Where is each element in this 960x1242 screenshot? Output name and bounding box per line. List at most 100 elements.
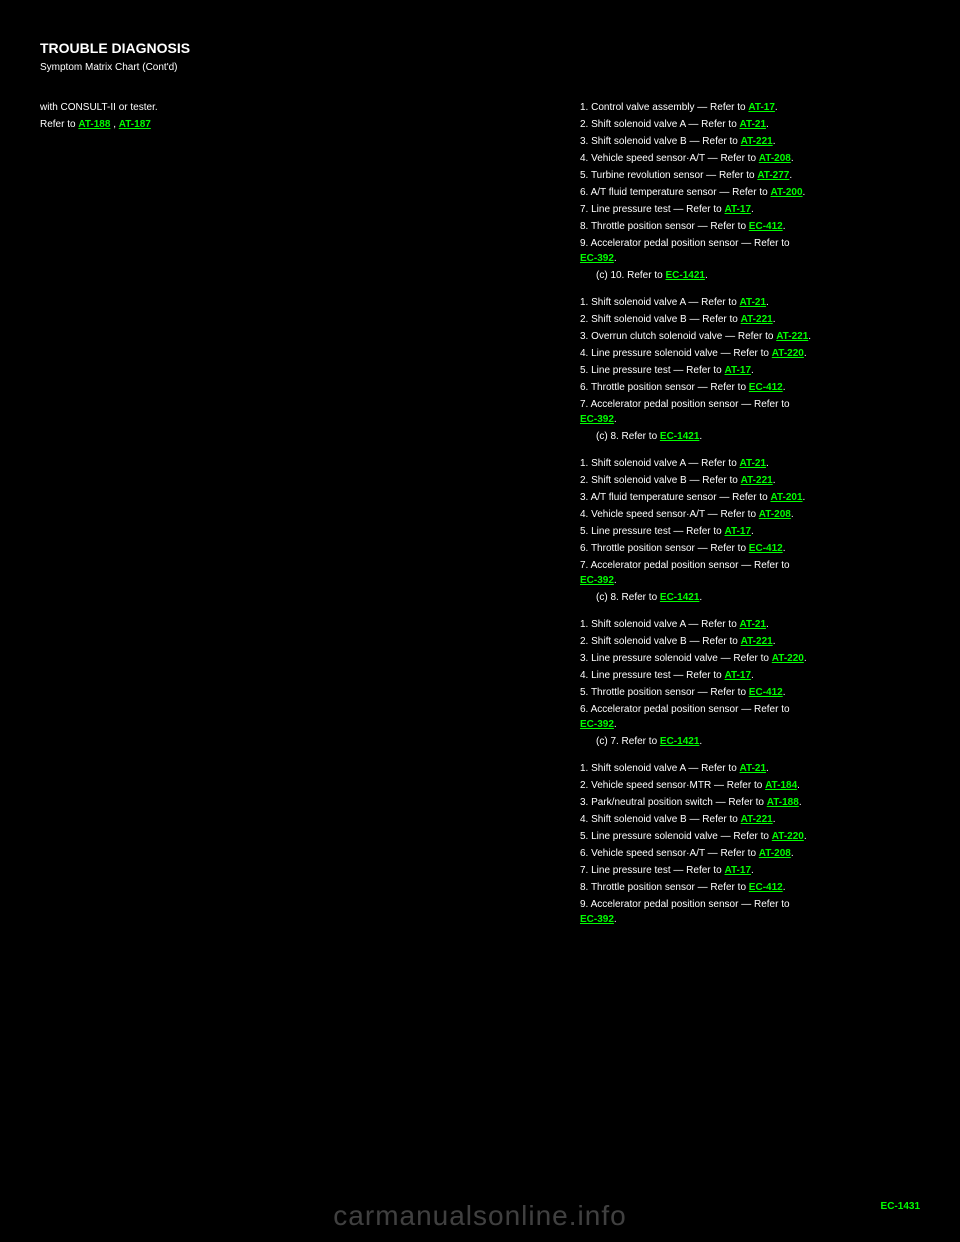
index-row: 3. Shift solenoid valve B — Refer to AT-… bbox=[580, 134, 900, 149]
reference-link[interactable]: AT-201 bbox=[770, 492, 802, 503]
reference-link[interactable]: EC-412 bbox=[749, 382, 783, 393]
reference-link[interactable]: AT-188 bbox=[767, 797, 799, 808]
page-container: TROUBLE DIAGNOSIS Symptom Matrix Chart (… bbox=[0, 0, 960, 1242]
reference-link[interactable]: AT-21 bbox=[740, 458, 767, 469]
reference-link[interactable]: AT-277 bbox=[757, 170, 789, 181]
reference-link[interactable]: AT-208 bbox=[759, 153, 791, 164]
index-text: 3. Shift solenoid valve B — Refer to bbox=[580, 136, 741, 147]
index-text: 4. Line pressure solenoid valve — Refer … bbox=[580, 348, 772, 359]
index-text: 4. Shift solenoid valve B — Refer to bbox=[580, 814, 741, 825]
reference-link[interactable]: AT-200 bbox=[770, 187, 802, 198]
reference-link[interactable]: AT-21 bbox=[740, 119, 767, 130]
reference-link[interactable]: EC-392 bbox=[580, 575, 614, 586]
index-text: 6. Vehicle speed sensor·A/T — Refer to bbox=[580, 848, 759, 859]
reference-link[interactable]: AT-221 bbox=[741, 136, 773, 147]
index-text: 1. Shift solenoid valve A — Refer to bbox=[580, 619, 740, 630]
index-row: 8. Throttle position sensor — Refer to E… bbox=[580, 880, 900, 895]
index-suffix: . bbox=[797, 780, 800, 791]
index-suffix: . bbox=[775, 102, 778, 113]
index-text: 7. Accelerator pedal position sensor — R… bbox=[580, 560, 790, 571]
reference-link[interactable]: AT-21 bbox=[740, 763, 767, 774]
left-link-1[interactable]: AT-188 bbox=[78, 119, 110, 130]
reference-link[interactable]: AT-220 bbox=[772, 348, 804, 359]
reference-link[interactable]: EC-392 bbox=[580, 914, 614, 925]
reference-link[interactable]: AT-17 bbox=[725, 204, 752, 215]
group-spacer bbox=[580, 285, 900, 295]
index-suffix: . bbox=[751, 204, 754, 215]
reference-link[interactable]: EC-392 bbox=[580, 719, 614, 730]
index-row: (c) 10. Refer to EC-1421. bbox=[580, 268, 900, 283]
index-text: 3. Overrun clutch solenoid valve — Refer… bbox=[580, 331, 776, 342]
watermark-text: carmanualsonline.info bbox=[0, 1200, 960, 1232]
index-suffix: . bbox=[783, 543, 786, 554]
index-suffix: . bbox=[783, 687, 786, 698]
index-row: 4. Vehicle speed sensor·A/T — Refer to A… bbox=[580, 507, 900, 522]
index-text: 4. Vehicle speed sensor·A/T — Refer to bbox=[580, 509, 759, 520]
reference-link[interactable]: AT-208 bbox=[759, 848, 791, 859]
index-suffix: . bbox=[804, 831, 807, 842]
index-suffix: . bbox=[614, 414, 617, 425]
reference-link[interactable]: AT-21 bbox=[740, 297, 767, 308]
reference-link[interactable]: EC-412 bbox=[749, 221, 783, 232]
index-text: 1. Control valve assembly — Refer to bbox=[580, 102, 748, 113]
right-column: 1. Control valve assembly — Refer to AT-… bbox=[580, 100, 920, 939]
index-suffix: . bbox=[699, 592, 702, 603]
group-spacer bbox=[580, 929, 900, 939]
index-suffix: . bbox=[808, 331, 811, 342]
index-row: 6. Vehicle speed sensor·A/T — Refer to A… bbox=[580, 846, 900, 861]
index-row: 5. Turbine revolution sensor — Refer to … bbox=[580, 168, 900, 183]
reference-link[interactable]: EC-1421 bbox=[660, 592, 699, 603]
reference-link[interactable]: AT-21 bbox=[740, 619, 767, 630]
index-text: 1. Shift solenoid valve A — Refer to bbox=[580, 763, 740, 774]
reference-link[interactable]: EC-412 bbox=[749, 882, 783, 893]
reference-link[interactable]: AT-17 bbox=[725, 365, 752, 376]
reference-link[interactable]: EC-1421 bbox=[660, 431, 699, 442]
index-suffix: . bbox=[766, 297, 769, 308]
index-suffix: . bbox=[699, 431, 702, 442]
reference-link[interactable]: EC-1421 bbox=[660, 736, 699, 747]
index-suffix: . bbox=[614, 719, 617, 730]
reference-link[interactable]: EC-392 bbox=[580, 253, 614, 264]
reference-link[interactable]: AT-17 bbox=[748, 102, 775, 113]
reference-link[interactable]: EC-1421 bbox=[665, 270, 704, 281]
index-row: 3. Line pressure solenoid valve — Refer … bbox=[580, 651, 900, 666]
index-row: 5. Line pressure test — Refer to AT-17. bbox=[580, 524, 900, 539]
index-suffix: . bbox=[773, 636, 776, 647]
index-text: 6. Accelerator pedal position sensor — R… bbox=[580, 704, 790, 715]
index-text: 5. Line pressure solenoid valve — Refer … bbox=[580, 831, 772, 842]
index-row: 7. Accelerator pedal position sensor — R… bbox=[580, 558, 900, 588]
index-suffix: . bbox=[773, 814, 776, 825]
index-suffix: . bbox=[751, 365, 754, 376]
reference-link[interactable]: AT-208 bbox=[759, 509, 791, 520]
reference-link[interactable]: AT-221 bbox=[741, 475, 773, 486]
index-row: 1. Shift solenoid valve A — Refer to AT-… bbox=[580, 761, 900, 776]
index-text: (c) 8. Refer to bbox=[596, 592, 660, 603]
index-suffix: . bbox=[789, 170, 792, 181]
reference-link[interactable]: AT-221 bbox=[741, 814, 773, 825]
content-area: with CONSULT-II or tester. Refer to AT-1… bbox=[40, 100, 920, 939]
reference-link[interactable]: EC-412 bbox=[749, 543, 783, 554]
reference-link[interactable]: AT-221 bbox=[741, 314, 773, 325]
index-suffix: . bbox=[783, 382, 786, 393]
reference-link[interactable]: AT-184 bbox=[765, 780, 797, 791]
index-text: 1. Shift solenoid valve A — Refer to bbox=[580, 458, 740, 469]
reference-link[interactable]: EC-392 bbox=[580, 414, 614, 425]
index-suffix: . bbox=[705, 270, 708, 281]
reference-link[interactable]: AT-221 bbox=[776, 331, 808, 342]
index-row: 2. Shift solenoid valve B — Refer to AT-… bbox=[580, 634, 900, 649]
left-link-2[interactable]: AT-187 bbox=[119, 119, 151, 130]
page-header: TROUBLE DIAGNOSIS Symptom Matrix Chart (… bbox=[40, 40, 920, 73]
index-suffix: . bbox=[773, 475, 776, 486]
index-row: 4. Shift solenoid valve B — Refer to AT-… bbox=[580, 812, 900, 827]
left-column: with CONSULT-II or tester. Refer to AT-1… bbox=[40, 100, 580, 939]
reference-link[interactable]: AT-221 bbox=[741, 636, 773, 647]
reference-link[interactable]: AT-17 bbox=[725, 526, 752, 537]
index-text: 3. Line pressure solenoid valve — Refer … bbox=[580, 653, 772, 664]
reference-link[interactable]: AT-17 bbox=[725, 670, 752, 681]
reference-link[interactable]: AT-220 bbox=[772, 831, 804, 842]
reference-link[interactable]: EC-412 bbox=[749, 687, 783, 698]
index-suffix: . bbox=[783, 221, 786, 232]
reference-link[interactable]: AT-220 bbox=[772, 653, 804, 664]
index-row: 2. Shift solenoid valve B — Refer to AT-… bbox=[580, 312, 900, 327]
reference-link[interactable]: AT-17 bbox=[725, 865, 752, 876]
